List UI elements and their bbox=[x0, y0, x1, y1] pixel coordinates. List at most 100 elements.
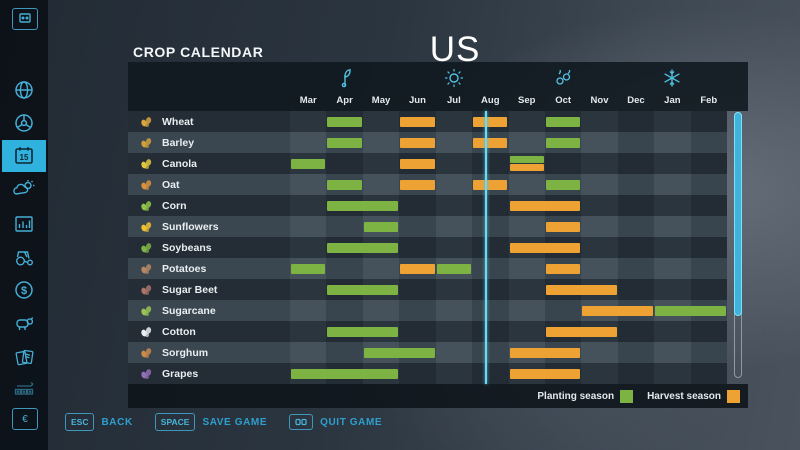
calendar-cell bbox=[581, 153, 619, 174]
calendar-cell bbox=[654, 363, 692, 384]
calendar-cell bbox=[654, 111, 692, 132]
calendar-cell bbox=[290, 195, 327, 216]
calendar-cell bbox=[581, 216, 619, 237]
crop-icon bbox=[141, 348, 152, 358]
crop-row-cotton: Cotton bbox=[128, 321, 290, 342]
calendar-cell bbox=[581, 132, 619, 153]
calendar-cell bbox=[472, 279, 509, 300]
calendar-cell bbox=[435, 111, 473, 132]
calendar-cell bbox=[435, 237, 473, 258]
calendar-cell bbox=[290, 342, 327, 363]
crop-label: Sugar Beet bbox=[162, 283, 218, 296]
calendar-cell bbox=[544, 153, 582, 174]
harvest-bar bbox=[400, 137, 435, 148]
calendar-cell bbox=[617, 363, 655, 384]
calendar-cell bbox=[362, 300, 400, 321]
calendar-cell bbox=[617, 321, 655, 342]
garage-tractor-icon[interactable] bbox=[13, 246, 35, 268]
calendar-cell bbox=[581, 111, 619, 132]
harvest-bar bbox=[473, 116, 508, 127]
calendar-cell bbox=[690, 279, 728, 300]
contracts-icon[interactable] bbox=[13, 346, 35, 368]
calendar-cell bbox=[399, 237, 437, 258]
footer-buttons: ESC BACK SPACE SAVE GAME QUIT GAME bbox=[65, 413, 404, 431]
map-icon[interactable] bbox=[13, 79, 35, 101]
calendar-cell bbox=[290, 132, 327, 153]
production-chains-icon[interactable] bbox=[13, 377, 35, 399]
crop-icon bbox=[141, 180, 152, 190]
calendar-cell bbox=[326, 342, 364, 363]
statistics-icon[interactable] bbox=[13, 213, 35, 235]
calendar-cell bbox=[399, 216, 437, 237]
sidebar-item-calendar[interactable]: 15 bbox=[2, 140, 46, 172]
calendar-cell bbox=[654, 279, 692, 300]
scrollbar-thumb[interactable] bbox=[734, 112, 742, 316]
calendar-cell bbox=[435, 279, 473, 300]
crop-row-barley: Barley bbox=[128, 132, 290, 153]
harvest-bar bbox=[509, 242, 581, 253]
harvest-bar bbox=[473, 179, 508, 190]
save-game-button[interactable]: SPACE SAVE GAME bbox=[154, 413, 267, 431]
weather-icon[interactable] bbox=[13, 178, 35, 200]
quit-game-button[interactable]: QUIT GAME bbox=[289, 414, 382, 430]
crop-icon bbox=[141, 222, 152, 232]
crop-icon bbox=[141, 201, 152, 211]
quit-game-label: QUIT GAME bbox=[320, 416, 383, 428]
calendar-cell bbox=[435, 153, 473, 174]
calendar-cell bbox=[290, 237, 327, 258]
harvest-bar bbox=[400, 179, 435, 190]
legend-swatch bbox=[620, 389, 634, 403]
calendar-cell bbox=[654, 321, 692, 342]
current-day-indicator bbox=[485, 111, 488, 384]
winter-snowflake-icon bbox=[661, 67, 683, 89]
crop-icon bbox=[141, 306, 152, 316]
gamepad-key-icon[interactable] bbox=[12, 8, 38, 30]
crop-calendar-panel: Mar Apr May Jun Jul Aug Sep Oct Nov Dec Jan Feb Whe… bbox=[128, 62, 748, 408]
harvest-bar bbox=[545, 326, 617, 337]
calendar-cell bbox=[617, 237, 655, 258]
harvest-bar bbox=[400, 158, 435, 169]
calendar-cell bbox=[690, 111, 728, 132]
month-label-nov: Nov bbox=[590, 95, 609, 106]
calendar-cell bbox=[508, 216, 546, 237]
crop-row-sunflowers: Sunflowers bbox=[128, 216, 290, 237]
calendar-cell bbox=[472, 237, 509, 258]
calendar-cell bbox=[654, 216, 692, 237]
calendar-cell bbox=[290, 174, 327, 195]
currency-key-icon[interactable]: € bbox=[12, 408, 38, 430]
calendar-cell bbox=[362, 174, 400, 195]
calendar-cell bbox=[690, 342, 728, 363]
calendar-cell bbox=[362, 153, 400, 174]
planting-bar bbox=[291, 263, 326, 274]
crop-row-grapes: Grapes bbox=[128, 363, 290, 384]
vehicles-icon[interactable] bbox=[13, 112, 35, 134]
calendar-cell bbox=[435, 216, 473, 237]
finances-icon[interactable]: $ bbox=[13, 279, 35, 301]
harvest-bar bbox=[400, 116, 435, 127]
month-label-feb: Feb bbox=[700, 95, 718, 106]
crop-label: Barley bbox=[162, 136, 195, 149]
calendar-cell bbox=[654, 237, 692, 258]
calendar-cell bbox=[362, 132, 400, 153]
crop-label: Potatoes bbox=[162, 262, 207, 275]
animals-icon[interactable] bbox=[13, 312, 35, 334]
back-button[interactable]: ESC BACK bbox=[65, 413, 133, 431]
calendar-cell bbox=[472, 342, 509, 363]
harvest-bar bbox=[509, 200, 581, 211]
month-label-sep: Sep bbox=[517, 95, 536, 106]
calendar-cell bbox=[435, 342, 473, 363]
calendar-cell bbox=[290, 321, 327, 342]
calendar-cell bbox=[472, 216, 509, 237]
crop-icon bbox=[141, 243, 152, 253]
legend-label: Harvest season bbox=[647, 390, 721, 402]
calendar-cell bbox=[435, 321, 473, 342]
calendar-cell bbox=[690, 363, 728, 384]
legend-swatch bbox=[727, 389, 740, 403]
calendar-cell bbox=[617, 132, 655, 153]
planting-bar bbox=[545, 137, 581, 148]
calendar-cell bbox=[326, 153, 364, 174]
calendar-cell bbox=[399, 279, 437, 300]
crop-icon bbox=[141, 285, 152, 295]
calendar-cell bbox=[290, 279, 327, 300]
crop-row-wheat: Wheat bbox=[128, 111, 290, 132]
